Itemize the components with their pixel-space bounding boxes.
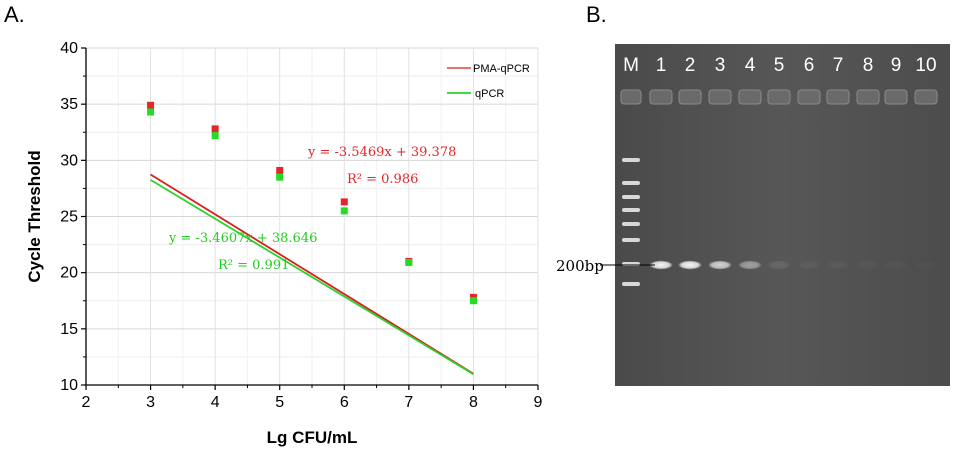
gel-well xyxy=(856,89,880,105)
sample-band xyxy=(797,260,821,270)
sample-band xyxy=(649,260,673,270)
gel-well xyxy=(620,89,642,105)
lane-label: M xyxy=(623,55,639,76)
scatter-chart: 10 15 20 25 30 35 40 2 3 4 5 6 7 8 9 Lg CFU/mL Cycle Thr… xyxy=(25,40,543,447)
ladder-band xyxy=(622,222,640,226)
y-tick-label: 25 xyxy=(60,209,78,226)
x-axis-title: Lg CFU/mL xyxy=(267,428,358,447)
y-tick-label: 10 xyxy=(60,377,78,394)
y-tick-label: 40 xyxy=(60,40,78,57)
ladder-band xyxy=(622,181,640,185)
gel-well xyxy=(914,89,938,105)
sample-band xyxy=(678,260,702,270)
gel-well xyxy=(708,89,732,105)
sample-band xyxy=(856,261,880,270)
ladder-band xyxy=(622,282,640,286)
lane-label: 1 xyxy=(656,55,667,76)
x-tick-label: 9 xyxy=(534,394,543,411)
lane-label: 4 xyxy=(745,55,756,76)
sample-band xyxy=(914,261,938,270)
point-qpcr xyxy=(469,297,477,305)
point-pma-qpcr xyxy=(211,125,219,133)
lane-label: 5 xyxy=(774,55,785,76)
point-pma-qpcr xyxy=(276,166,284,174)
point-qpcr xyxy=(211,132,219,140)
fit-line-pma-qpcr xyxy=(150,173,474,375)
point-qpcr xyxy=(340,207,348,215)
x-tick-label: 7 xyxy=(404,394,413,411)
y-tick-label: 35 xyxy=(60,96,78,113)
x-tick-label: 3 xyxy=(146,394,155,411)
ladder-band xyxy=(622,208,640,212)
sample-band xyxy=(884,261,908,270)
x-tick-label: 4 xyxy=(211,394,220,411)
y-tick-label: 30 xyxy=(60,152,78,169)
lane-label: 10 xyxy=(915,55,936,76)
sample-band xyxy=(767,260,791,270)
point-pma-qpcr xyxy=(147,101,155,109)
panel-a-label: A. xyxy=(4,2,25,27)
ladder-band xyxy=(622,195,640,199)
panel-b-label: B. xyxy=(586,2,607,27)
point-qpcr xyxy=(147,108,155,116)
marker-label: 200bp xyxy=(556,257,604,275)
equation-qpcr: y = -3.4607x + 38.646 xyxy=(168,231,317,246)
point-qpcr xyxy=(405,259,413,267)
sample-band xyxy=(826,260,850,270)
lane-label: 3 xyxy=(715,55,726,76)
x-tick-label: 6 xyxy=(340,394,349,411)
gel-well xyxy=(767,89,791,105)
gel-well xyxy=(678,89,702,105)
fit-line-qpcr xyxy=(150,179,474,375)
gel-well xyxy=(797,89,821,105)
point-qpcr xyxy=(276,173,284,181)
legend-label-pma-qpcr: PMA-qPCR xyxy=(473,63,530,75)
y-tick-label: 15 xyxy=(60,321,78,338)
sample-band xyxy=(708,260,732,270)
x-tick-label: 2 xyxy=(82,394,91,411)
gel-image: M 1 2 3 4 5 6 7 8 9 10 200bp xyxy=(556,44,950,386)
lane-label: 2 xyxy=(685,55,696,76)
r2-pma-qpcr: R² = 0.986 xyxy=(347,172,418,187)
x-tick-label: 8 xyxy=(469,394,478,411)
gel-well xyxy=(738,89,762,105)
r2-qpcr: R² = 0.991 xyxy=(218,258,289,273)
gel-well xyxy=(826,89,850,105)
legend-label-qpcr: qPCR xyxy=(475,88,504,100)
sample-band xyxy=(738,260,762,270)
ladder-band xyxy=(622,158,640,162)
lane-label: 6 xyxy=(804,55,815,76)
lane-label: 7 xyxy=(833,55,844,76)
y-axis-title: Cycle Threshold xyxy=(25,150,44,282)
x-tick-label: 5 xyxy=(275,394,284,411)
gel-well xyxy=(649,89,673,105)
ladder-band xyxy=(622,238,640,242)
equation-pma-qpcr: y = -3.5469x + 39.378 xyxy=(307,145,456,160)
point-pma-qpcr xyxy=(340,198,348,206)
gel-well xyxy=(884,89,908,105)
lane-label: 9 xyxy=(891,55,902,76)
lane-label: 8 xyxy=(863,55,874,76)
y-tick-label: 20 xyxy=(60,265,78,282)
